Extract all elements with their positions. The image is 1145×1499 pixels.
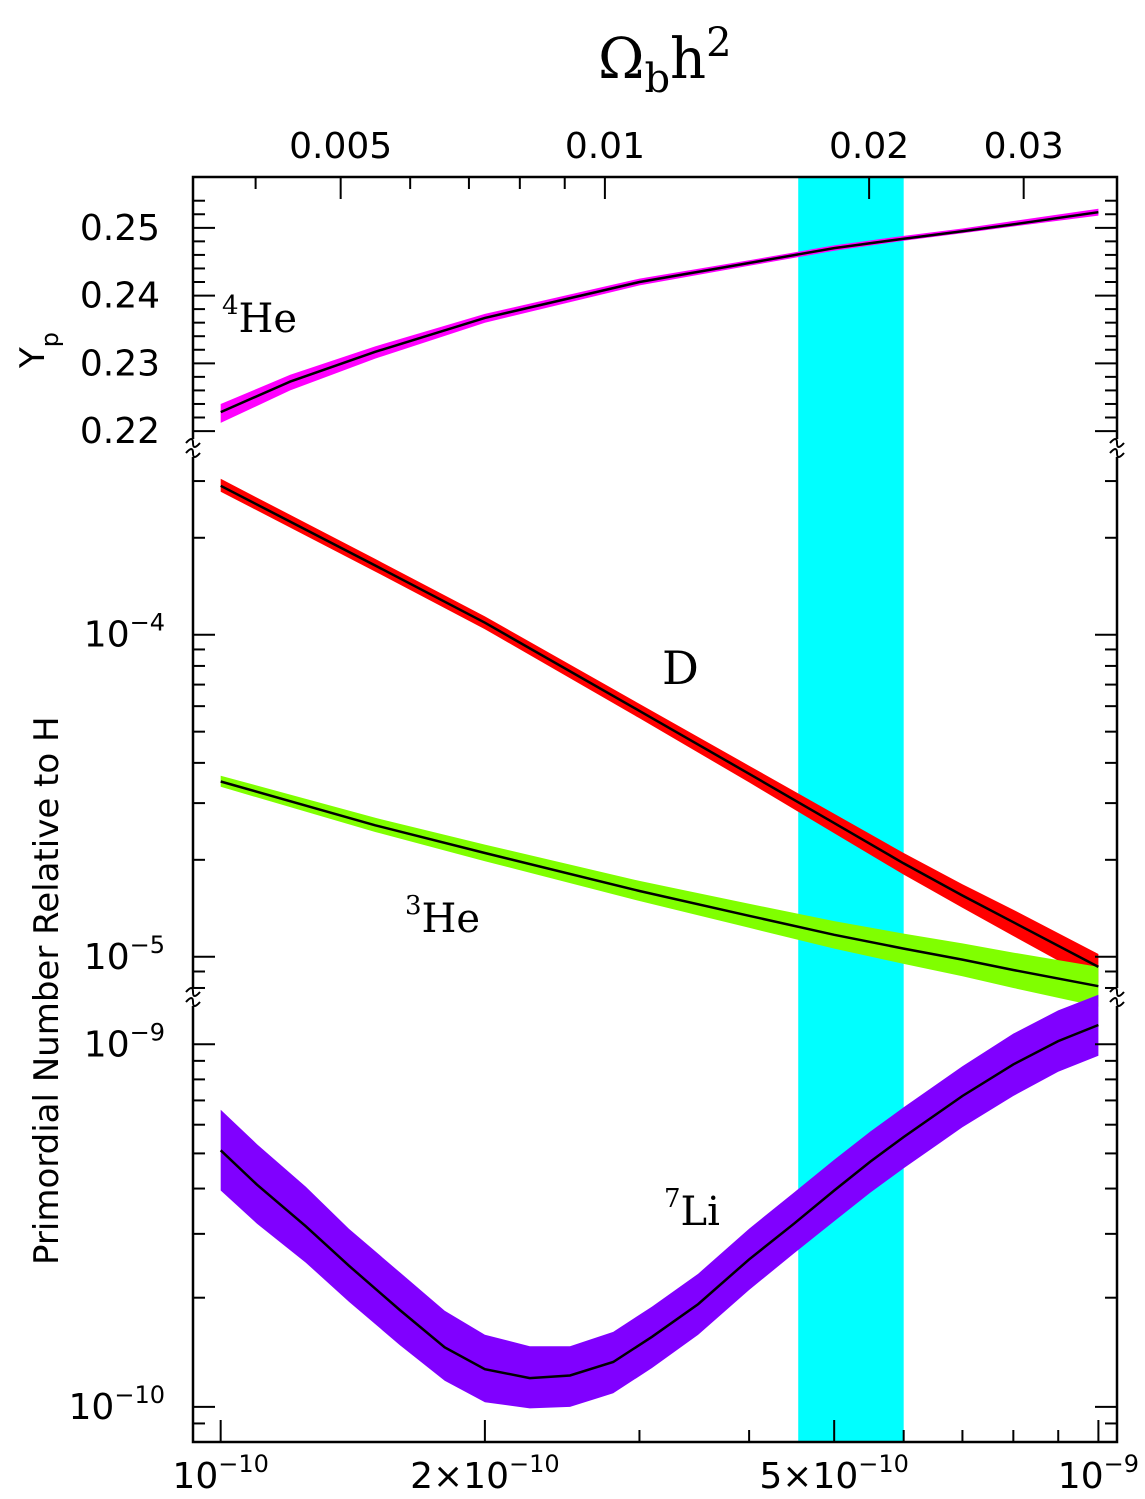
abundance-lines-layer: [219, 210, 1099, 1380]
top-tick-label: 0.01: [565, 126, 645, 167]
annotation-he3-main: He: [422, 896, 481, 942]
y-tick-label-base: 10: [84, 1024, 130, 1065]
y-tick-label-base: 10: [84, 615, 130, 656]
y-tick-label-he4: 0.22: [80, 411, 160, 452]
y-tick-label-he4: 0.23: [80, 343, 160, 384]
annotation-he4-sup: 4: [222, 291, 239, 321]
y-axis-title: Primordial Number Relative to H: [27, 716, 67, 1265]
line-4he: [220, 210, 1099, 414]
top-tick-label: 0.03: [984, 126, 1064, 167]
x-tick-label-base: 10: [172, 1456, 218, 1497]
x-tick-label-exp: −10: [509, 1450, 560, 1478]
frame-rect: [191, 175, 1119, 1444]
x-tick-label-base: 10: [1058, 1456, 1104, 1497]
y-tick-label-base: 10: [69, 1387, 115, 1428]
band-d: [220, 478, 1099, 983]
top-tick-label: 0.02: [829, 126, 909, 167]
annotation-li7: 7Li: [664, 1184, 720, 1235]
abundance-bands-layer: [220, 208, 1099, 1409]
x-tick-label: 2×10−10: [410, 1450, 560, 1497]
band-3he: [220, 775, 1099, 1007]
annotation-d: D: [662, 641, 699, 695]
annotation-he3-sup: 3: [405, 891, 422, 921]
line-3he: [220, 780, 1099, 988]
top-axis-title: Ωbh2: [598, 20, 732, 102]
x-tick-label-base: 5×10: [759, 1456, 858, 1497]
x-tick-label-exp: −10: [218, 1450, 269, 1478]
y-tick-label-dhe3: 10−4: [84, 609, 165, 656]
top-axis-sub: b: [644, 56, 670, 102]
x-tick-label: 5×10−10: [759, 1450, 909, 1497]
annotation-he3: 3He: [405, 891, 480, 942]
axis-break-mark: [185, 438, 201, 458]
y-tick-label-li: 10−10: [69, 1381, 165, 1428]
annotation-he4-main: He: [239, 296, 298, 342]
x-tick-label-base: 2×10: [410, 1456, 509, 1497]
top-tick-label: 0.005: [289, 126, 392, 167]
x-tick-label-exp: −10: [858, 1450, 909, 1478]
top-axis-h: h: [670, 27, 706, 92]
axis-break-mask: [185, 439, 201, 457]
axis-break-mask: [1109, 988, 1125, 1006]
axis-break-mask: [1109, 439, 1125, 457]
axis-break-mark: [185, 987, 201, 1007]
y-tick-label-exp: −5: [130, 931, 165, 959]
x-tick-label: 10−10: [172, 1450, 268, 1497]
line-d: [220, 484, 1099, 969]
axis-ticks-layer: [193, 177, 1117, 1442]
y-tick-label-dhe3: 10−5: [84, 931, 165, 978]
band-7li: [220, 994, 1099, 1409]
y-tick-label-exp: −9: [130, 1018, 165, 1046]
yp-axis-title: Yp: [13, 332, 64, 369]
x-tick-label: 10−9: [1058, 1450, 1139, 1497]
annotation-li7-main: Li: [681, 1189, 720, 1235]
axis-labels-layer: 10−10 2×10−10 5×10−10 10−90.005 0.01 0.02 0.03…: [69, 126, 1139, 1497]
y-tick-label-he4: 0.25: [80, 208, 160, 249]
line-7li: [219, 1023, 1099, 1380]
y-tick-label-base: 10: [84, 937, 130, 978]
x-tick-label-exp: −9: [1104, 1450, 1139, 1478]
band-4he: [220, 208, 1099, 423]
y-tick-label-li: 10−9: [84, 1018, 165, 1065]
yp-sub: p: [36, 332, 64, 347]
y-tick-label-he4: 0.24: [80, 276, 160, 317]
plot-frame: [185, 175, 1125, 1444]
yp-main: Y: [13, 347, 53, 369]
axis-break-mask: [185, 988, 201, 1006]
y-tick-label-exp: −10: [114, 1381, 165, 1409]
y-tick-label-exp: −4: [130, 609, 165, 637]
top-axis-sup: 2: [706, 20, 731, 66]
annotation-he4: 4He: [222, 291, 297, 342]
annotation-li7-sup: 7: [664, 1184, 681, 1214]
top-axis-omega: Ω: [598, 27, 644, 92]
axis-break-mark: [1109, 438, 1125, 458]
